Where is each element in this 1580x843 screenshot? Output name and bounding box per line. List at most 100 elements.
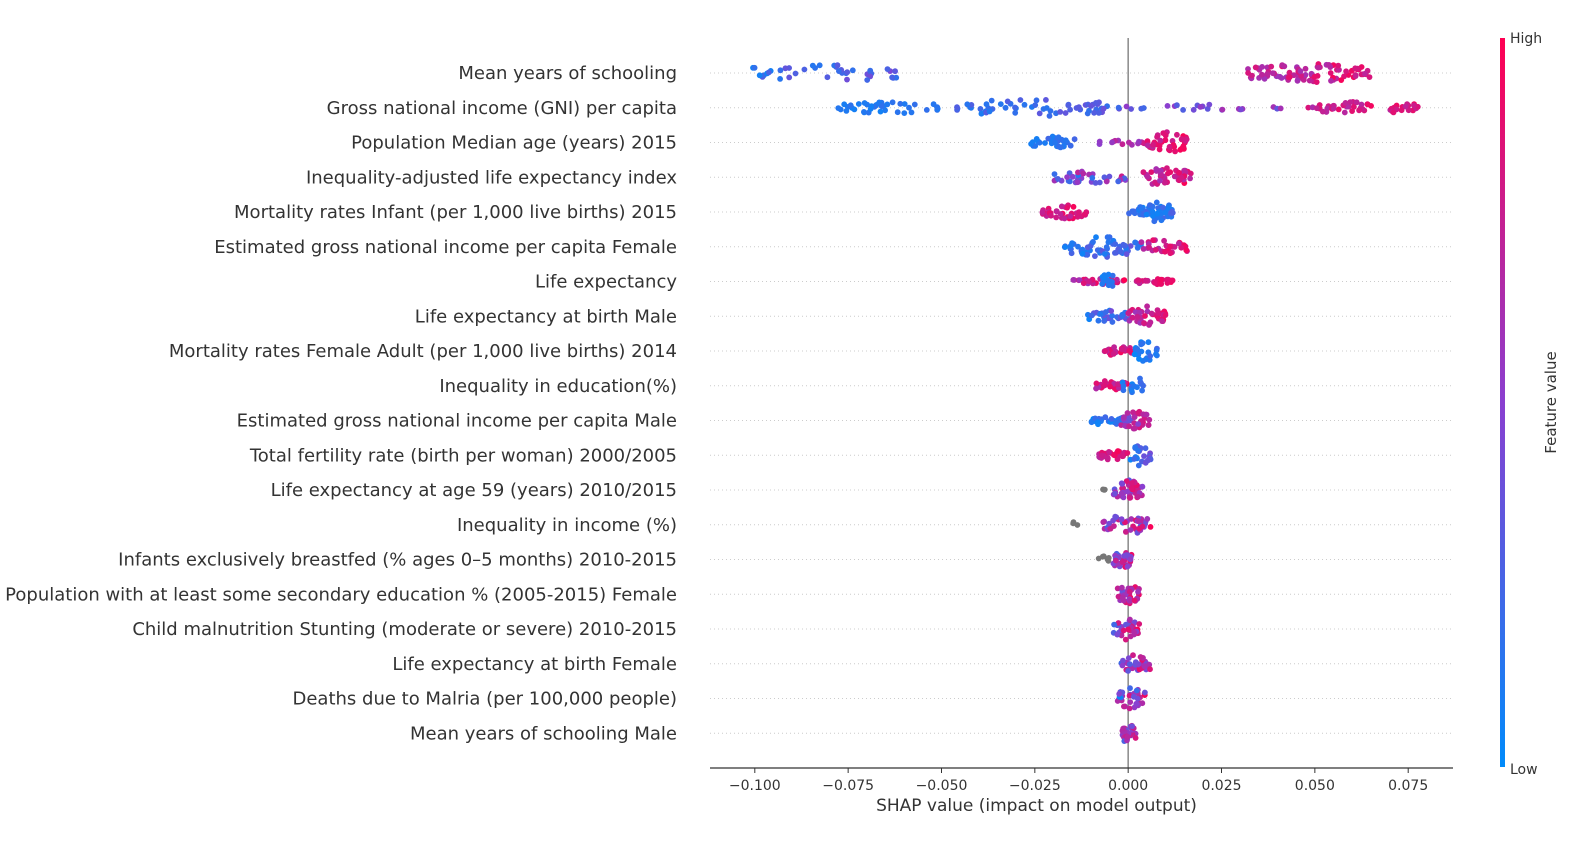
shap-point: [1174, 102, 1180, 109]
shap-point: [1057, 109, 1064, 115]
shap-point: [1055, 176, 1061, 182]
shap-point: [1146, 416, 1153, 423]
shap-point: [1092, 180, 1099, 186]
shap-point: [1067, 106, 1073, 113]
shap-point: [1067, 243, 1074, 249]
shap-point: [1158, 217, 1165, 224]
shap-point: [1157, 137, 1164, 144]
shap-point: [1128, 485, 1135, 492]
shap-point: [1103, 244, 1110, 251]
colorbar-high-label: High: [1510, 31, 1542, 47]
shap-point: [1131, 383, 1137, 389]
shap-point: [1124, 450, 1131, 456]
feature-label: Life expectancy at birth Male: [415, 306, 677, 327]
feature-label: Gross national income (GNI) per capita: [327, 98, 677, 119]
shap-point: [1145, 422, 1152, 428]
shap-point: [1090, 239, 1096, 245]
feature-labels: Mean years of schooling Gross national in…: [5, 63, 677, 744]
shap-point: [1164, 165, 1170, 172]
shap-point: [1269, 70, 1276, 77]
x-tick-label: 0.025: [1201, 778, 1241, 794]
shap-point: [1171, 143, 1178, 150]
shap-point: [1146, 244, 1152, 251]
x-tick-label: 0.050: [1295, 778, 1335, 794]
shap-point: [1160, 204, 1166, 211]
shap-point: [1108, 308, 1115, 314]
shap-point: [843, 108, 850, 114]
shap-point: [1119, 141, 1126, 148]
shap-point: [1135, 462, 1142, 469]
shap-point: [1141, 453, 1147, 459]
shap-point: [1064, 204, 1070, 211]
shap-point: [1297, 68, 1304, 75]
shap-point: [1174, 131, 1180, 138]
shap-point: [1106, 520, 1113, 527]
shap-point: [782, 65, 789, 72]
shap-point: [908, 109, 915, 116]
shap-point: [1069, 173, 1076, 180]
shap-point: [977, 106, 984, 112]
shap-point: [1121, 242, 1128, 249]
shap-point: [1153, 166, 1160, 172]
shap-point: [1197, 104, 1204, 110]
shap-point: [1157, 177, 1163, 184]
shap-point: [1101, 251, 1108, 257]
shap-point: [1158, 276, 1164, 283]
shap-point: [897, 100, 904, 107]
shap-point: [1110, 351, 1117, 357]
shap-point: [1046, 113, 1053, 119]
shap-point: [1147, 319, 1154, 326]
feature-label: Mean years of schooling Male: [410, 723, 677, 744]
shap-point: [1128, 106, 1134, 112]
shap-point: [1033, 97, 1040, 104]
shap-point: [1033, 136, 1040, 142]
shap-point: [1127, 243, 1134, 249]
shap-point: [1124, 563, 1131, 570]
shap-point: [1153, 199, 1160, 206]
shap-point: [1130, 652, 1136, 659]
shap-point: [1096, 179, 1103, 186]
shap-point: [1036, 110, 1043, 117]
shap-point: [1319, 108, 1326, 115]
shap-point: [1067, 213, 1074, 220]
shap-point: [1129, 208, 1136, 215]
shap-point: [1156, 142, 1163, 149]
feature-label: Mortality rates Infant (per 1,000 live b…: [234, 202, 677, 223]
shap-point: [997, 101, 1004, 107]
x-tick-label: −0.100: [729, 778, 781, 794]
shap-point: [1138, 341, 1144, 348]
shap-point: [1264, 71, 1271, 77]
shap-point: [1351, 104, 1357, 110]
shap-point: [1116, 691, 1123, 697]
shap-point: [1109, 139, 1115, 146]
shap-point: [911, 101, 918, 108]
shap-point: [844, 76, 850, 83]
shap-point: [1039, 209, 1046, 216]
shap-point: [884, 66, 891, 72]
shap-point: [1096, 138, 1103, 145]
shap-point: [1135, 518, 1142, 524]
shap-point: [1130, 693, 1137, 700]
shap-point: [1300, 77, 1307, 83]
shap-point: [1092, 253, 1098, 259]
shap-point: [1002, 104, 1009, 111]
shap-point: [1132, 659, 1139, 666]
shap-point: [1206, 101, 1213, 108]
shap-point: [1042, 140, 1048, 146]
shap-point: [1055, 134, 1062, 141]
shap-point: [1119, 346, 1126, 353]
shap-point: [1335, 106, 1342, 113]
shap-point: [1101, 382, 1108, 389]
shap-point: [1108, 416, 1115, 422]
shap-point: [1131, 456, 1137, 462]
shap-point: [1129, 480, 1135, 486]
shap-point: [1105, 239, 1112, 246]
shap-point: [1112, 241, 1119, 248]
shap-point: [1159, 318, 1165, 324]
shap-point: [1101, 378, 1108, 384]
shap-point: [1121, 277, 1128, 283]
shap-point: [878, 103, 885, 110]
shap-point: [1167, 243, 1173, 250]
shap-point: [1131, 597, 1138, 604]
shap-point: [1096, 110, 1102, 116]
